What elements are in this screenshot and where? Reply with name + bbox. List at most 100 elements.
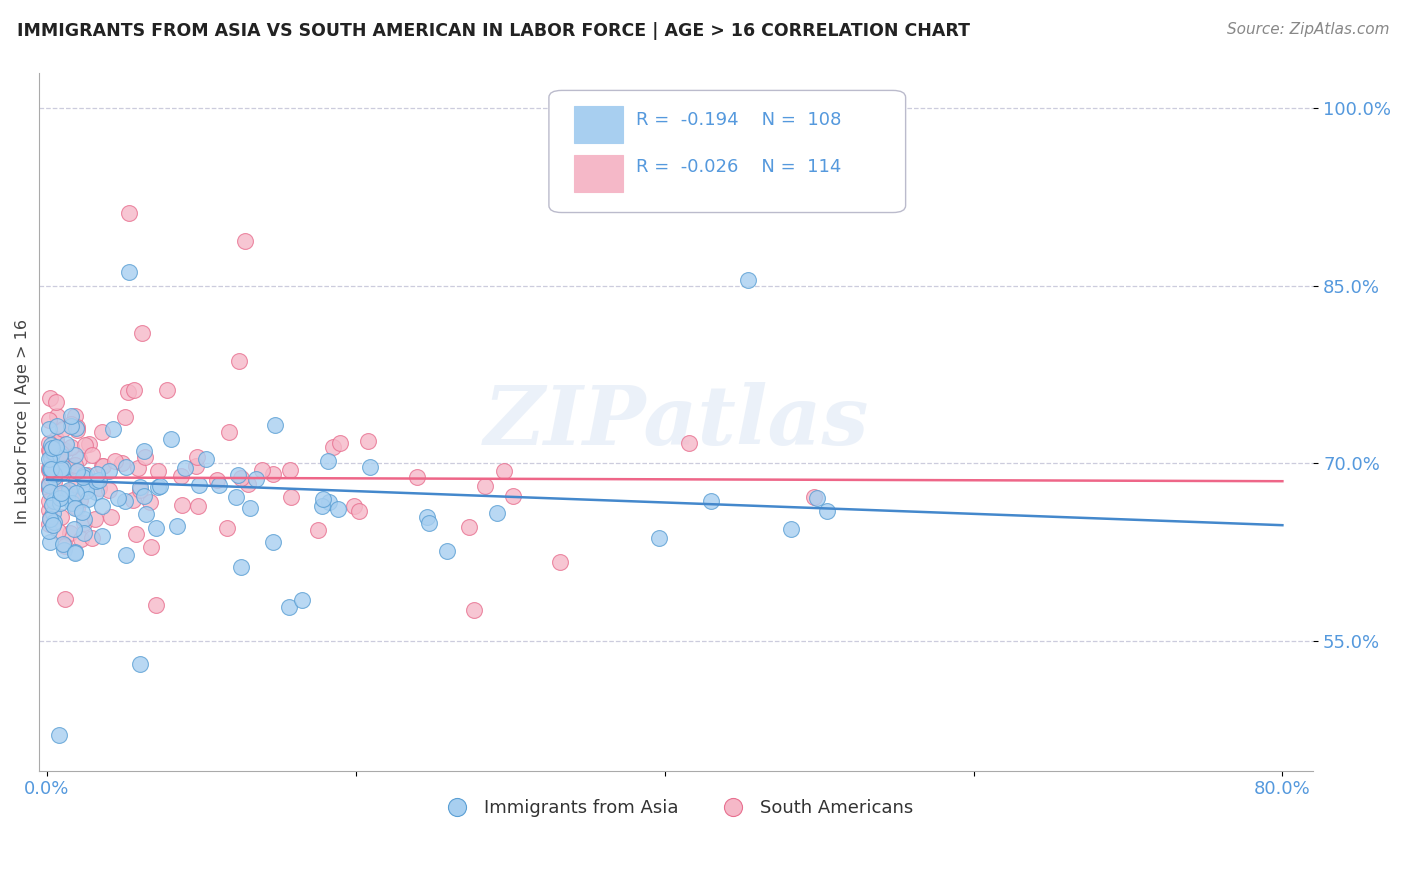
Text: ZIPatlas: ZIPatlas bbox=[484, 382, 869, 462]
Point bbox=[38, 535, 60, 549]
Point bbox=[45, 394, 67, 409]
Point bbox=[779, 522, 801, 536]
Point bbox=[44, 515, 66, 529]
Point bbox=[53, 442, 76, 457]
Point bbox=[187, 477, 209, 491]
Text: IMMIGRANTS FROM ASIA VS SOUTH AMERICAN IN LABOR FORCE | AGE > 16 CORRELATION CHA: IMMIGRANTS FROM ASIA VS SOUTH AMERICAN I… bbox=[17, 22, 970, 40]
Point bbox=[328, 502, 350, 516]
Point bbox=[146, 479, 169, 493]
Point bbox=[62, 522, 84, 536]
Point bbox=[41, 471, 63, 485]
Point bbox=[114, 494, 136, 508]
Point bbox=[55, 491, 77, 506]
Point bbox=[63, 545, 86, 559]
Point bbox=[39, 451, 62, 466]
Point bbox=[173, 461, 195, 475]
Point bbox=[229, 471, 252, 485]
Point bbox=[134, 443, 156, 458]
Point bbox=[485, 506, 508, 520]
Point bbox=[145, 598, 167, 612]
Point bbox=[73, 516, 96, 531]
Point bbox=[135, 507, 157, 521]
Point bbox=[236, 477, 259, 491]
Point bbox=[233, 234, 256, 248]
Point bbox=[114, 410, 136, 425]
Point bbox=[38, 452, 60, 467]
Point bbox=[66, 419, 89, 434]
Point bbox=[49, 446, 72, 460]
Point bbox=[65, 546, 87, 560]
Point bbox=[138, 494, 160, 508]
Point bbox=[115, 549, 138, 563]
Point bbox=[239, 501, 262, 516]
Point bbox=[55, 437, 77, 451]
Point bbox=[77, 437, 100, 451]
Point bbox=[100, 509, 122, 524]
Point bbox=[170, 468, 193, 483]
Point bbox=[494, 464, 516, 478]
Point bbox=[90, 529, 112, 543]
Point bbox=[131, 326, 153, 340]
Point bbox=[87, 481, 110, 495]
Point bbox=[52, 461, 75, 475]
Point bbox=[125, 527, 148, 541]
Point bbox=[41, 445, 63, 459]
Point bbox=[52, 422, 75, 436]
Point bbox=[678, 435, 700, 450]
Point bbox=[53, 542, 76, 557]
Point bbox=[49, 496, 72, 510]
Point bbox=[49, 491, 72, 505]
Point bbox=[406, 470, 429, 484]
Point bbox=[63, 492, 86, 507]
Point bbox=[38, 478, 60, 492]
Point bbox=[42, 517, 65, 532]
Point bbox=[89, 473, 111, 487]
Point bbox=[98, 483, 121, 497]
Point bbox=[60, 409, 83, 424]
Point bbox=[65, 458, 87, 472]
Point bbox=[118, 205, 141, 219]
Point bbox=[129, 483, 152, 497]
Point bbox=[145, 521, 167, 535]
Point bbox=[39, 462, 62, 476]
Point bbox=[290, 593, 312, 607]
Point bbox=[70, 505, 93, 519]
Point bbox=[101, 422, 124, 436]
Point bbox=[41, 498, 63, 512]
Point bbox=[80, 531, 103, 545]
Point bbox=[39, 511, 62, 525]
Point bbox=[172, 498, 194, 512]
Point bbox=[264, 417, 287, 432]
Point bbox=[225, 491, 247, 505]
Point bbox=[45, 432, 67, 446]
Point bbox=[97, 464, 120, 478]
Point bbox=[38, 461, 60, 475]
Point bbox=[51, 454, 73, 468]
Point bbox=[156, 383, 179, 397]
Text: R =  -0.194    N =  108: R = -0.194 N = 108 bbox=[636, 111, 841, 128]
Point bbox=[39, 458, 62, 473]
Point bbox=[65, 485, 87, 500]
Point bbox=[39, 511, 62, 525]
Point bbox=[117, 385, 139, 400]
Point bbox=[39, 462, 62, 476]
Point bbox=[46, 486, 69, 500]
Point bbox=[648, 531, 671, 545]
Point bbox=[73, 468, 96, 483]
Point bbox=[38, 391, 60, 405]
Point bbox=[128, 657, 150, 672]
Point bbox=[359, 459, 381, 474]
Point bbox=[187, 499, 209, 513]
Point bbox=[458, 519, 481, 533]
Point bbox=[39, 442, 62, 457]
Point bbox=[72, 469, 94, 483]
Point bbox=[65, 500, 87, 515]
Point bbox=[42, 494, 65, 508]
Point bbox=[49, 462, 72, 476]
Point bbox=[228, 353, 250, 368]
Point bbox=[159, 432, 181, 446]
Point bbox=[42, 467, 65, 482]
Point bbox=[42, 507, 65, 521]
Point bbox=[42, 493, 65, 508]
Point bbox=[39, 444, 62, 458]
